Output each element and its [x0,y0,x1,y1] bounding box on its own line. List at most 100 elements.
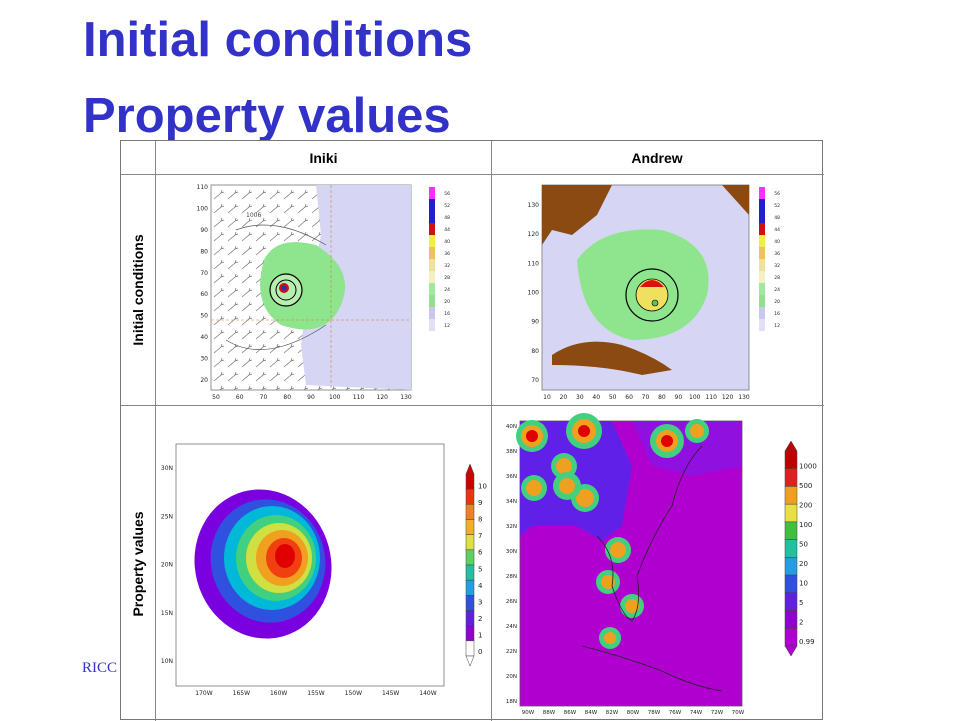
colorbar-label: 7 [478,532,482,540]
legend-label: 24 [774,287,780,293]
y-tick-label: 110 [197,184,209,191]
legend-label: 44 [444,227,450,233]
colorbar-swatch [784,503,798,523]
x-tick-label: 82W [606,710,619,716]
colorbar-swatch [784,610,798,629]
colorbar-label: 0 [478,648,482,656]
legend-label: 48 [774,215,780,221]
colorbar-swatch [784,468,798,487]
legend-label: 12 [444,323,450,329]
legend-label: 56 [774,191,780,197]
row-header-label: Initial conditions [130,234,146,346]
colorbar-swatch [784,521,798,540]
y-tick-label: 30N [161,465,173,472]
wind-shading-green [260,242,346,330]
y-tick-label: 100 [197,205,209,212]
colorbar-swatch [465,610,475,626]
x-tick-label: 80W [627,710,640,716]
colorbar-swatch [784,574,798,594]
y-tick-label: 50 [200,313,208,320]
x-tick-label: 70 [260,394,268,401]
y-tick-label: 24N [506,624,517,630]
legend-label: 24 [444,287,450,293]
legend-label: 20 [444,299,450,305]
colorbar-swatch [465,625,475,642]
x-tick-label: 80 [658,394,666,401]
x-tick-label: 130 [738,394,750,401]
x-tick-label: 10 [543,394,551,401]
y-tick-label: 70 [200,270,208,277]
x-tick-label: 70 [642,394,650,401]
colorbar-label: 9 [478,499,482,507]
x-tick-label: 110 [705,394,717,401]
colorbar-swatch [784,450,798,469]
y-tick-label: 40N [506,424,517,430]
x-tick-label: 90W [522,710,535,716]
y-tick-label: 10N [161,658,173,665]
x-tick-label: 20 [560,394,568,401]
land-florida [542,185,612,245]
colorbar-swatch [784,592,798,611]
x-tick-label: 30 [576,394,584,401]
y-tick-label: 22N [506,649,517,655]
y-tick-label: 90 [531,319,539,326]
legend-label: 48 [444,215,450,221]
x-tick-label: 145W [382,690,399,697]
x-tick-label: 84W [585,710,598,716]
colorbar-swatch [784,539,798,558]
colorbar-label: 10 [799,580,808,588]
x-tick-label: 74W [690,710,703,716]
x-tick-label: 70W [732,710,745,716]
x-tick-label: 78W [648,710,661,716]
x-tick-label: 60 [236,394,244,401]
column-header-andrew: Andrew [631,150,683,166]
y-tick-label: 26N [506,599,517,605]
legend-label: 40 [444,239,450,245]
colorbar-label: 1000 [799,463,817,471]
colorbar-label: 50 [799,541,808,549]
y-tick-label: 25N [161,513,173,520]
colorbar-swatch [465,519,475,535]
footer-text: RICC [82,660,118,676]
y-tick-label: 32N [506,524,517,530]
colorbar-label: 500 [799,482,812,490]
legend-label: 20 [774,299,780,305]
colorbar-label: 10 [478,483,487,491]
legend-label: 40 [774,239,780,245]
legend-label: 16 [444,311,450,317]
legend-label: 12 [774,323,780,329]
colorbar-label: 1 [478,631,482,639]
x-tick-label: 50 [609,394,617,401]
colorbar-swatch [784,557,798,576]
x-tick-label: 120 [722,394,734,401]
x-tick-label: 170W [195,690,212,697]
x-tick-label: 86W [564,710,577,716]
x-tick-label: 100 [329,394,341,401]
andrew-property-values-map: 40N 38N 36N 34N 32N 30N 28N 26N 24N 22N 20N 18N 90W 8… [492,406,822,721]
contour-label: 1006 [246,212,261,219]
colorbar-label: 2 [799,619,803,627]
colorbar-swatch [465,488,475,505]
x-tick-label: 110 [353,394,365,401]
y-tick-label: 90 [200,227,208,234]
y-tick-label: 20N [506,674,517,680]
x-tick-label: 155W [307,690,324,697]
colorbar-swatch [465,564,475,581]
colorbar-label: 8 [478,516,482,524]
y-tick-label: 30N [506,549,517,555]
y-tick-label: 18N [506,699,517,705]
comparison-table: Iniki Andrew Initial conditions Property… [120,140,824,721]
y-tick-label: 80 [531,348,539,355]
y-tick-label: 20N [161,562,173,569]
y-tick-label: 30 [200,356,208,363]
row-header-initial-conditions: Initial conditions [121,175,155,405]
wind-shading-light [301,185,411,390]
colorbar-label: 20 [799,560,808,568]
colorbar-swatch [465,504,475,520]
andrew-initial-conditions-map: 10 20 30 40 50 60 70 80 90 100 110 120 130 130 120 110 1… [492,175,822,405]
y-tick-label: 36N [506,474,517,480]
colorbar-label: 3 [478,598,482,606]
iniki-initial-conditions-map: 1006 50 60 70 80 90 100 110 120 130 110 100 90 80 70 6… [156,175,491,405]
x-tick-label: 140W [419,690,436,697]
x-tick-label: 88W [543,710,556,716]
